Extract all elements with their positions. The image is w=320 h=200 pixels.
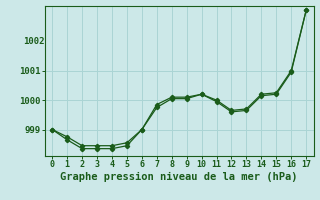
Text: 1002: 1002 — [23, 37, 45, 46]
X-axis label: Graphe pression niveau de la mer (hPa): Graphe pression niveau de la mer (hPa) — [60, 172, 298, 182]
